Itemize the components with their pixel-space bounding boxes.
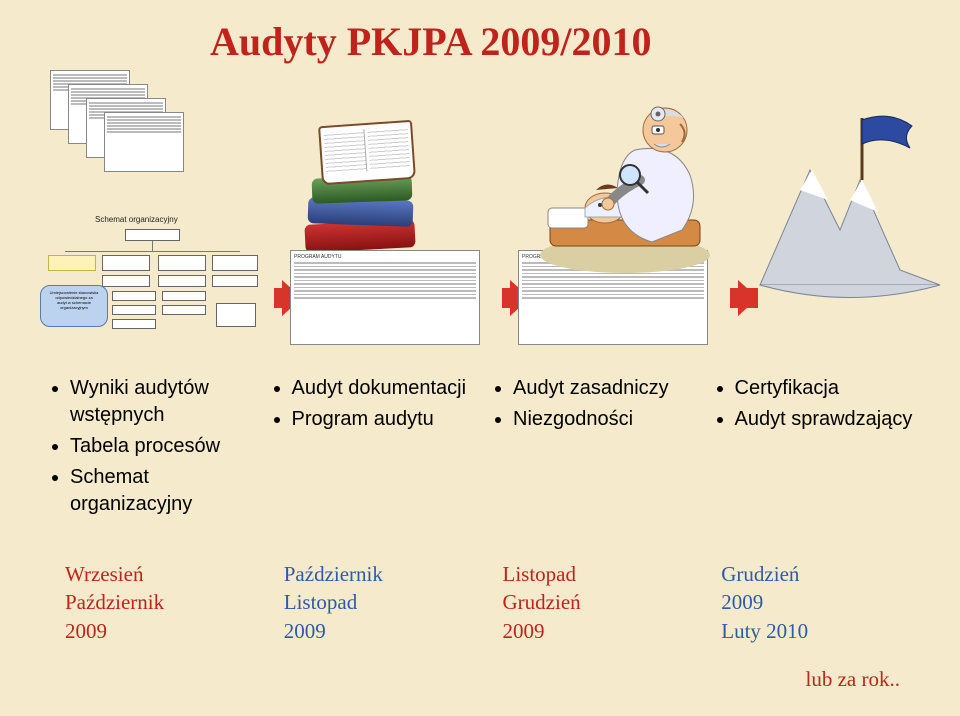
date-line: 2009 — [503, 617, 702, 645]
slide-title: Audyty PKJPA 2009/2010 — [210, 18, 652, 65]
doctor-graphic — [530, 80, 720, 280]
date-col-4: Grudzień 2009 Luty 2010 — [721, 560, 920, 645]
bullet: Tabela procesów — [70, 433, 256, 460]
bullet: Wyniki audytów wstępnych — [70, 375, 256, 429]
mini-docs-graphic — [50, 70, 200, 190]
date-line: Październik — [284, 560, 483, 588]
date-col-2: Październik Listopad 2009 — [284, 560, 483, 645]
col-4: Certyfikacja Audyt sprawdzający — [713, 375, 921, 522]
bullet: Audyt zasadniczy — [513, 375, 699, 402]
date-line: Grudzień — [503, 588, 702, 616]
illustration-row: Schemat organizacyjny Umiejscowienie sta… — [30, 80, 930, 340]
date-col-1: Wrzesień Październik 2009 — [65, 560, 264, 645]
date-line: 2009 — [721, 588, 920, 616]
date-line: Wrzesień — [65, 560, 264, 588]
mountain-flag-graphic — [750, 100, 950, 300]
books-graphic — [290, 110, 440, 260]
form-doc-heading: PROGRAM AUDYTU — [294, 254, 476, 260]
col-2: Audyt dokumentacji Program audytu — [270, 375, 478, 522]
org-chart-title: Schemat organizacyjny — [95, 215, 178, 224]
bullet: Schemat organizacyjny — [70, 464, 256, 518]
date-col-3: Listopad Grudzień 2009 — [503, 560, 702, 645]
date-line: Październik — [65, 588, 264, 616]
col-1: Wyniki audytów wstępnych Tabela procesów… — [48, 375, 256, 522]
date-line: 2009 — [65, 617, 264, 645]
date-line: 2009 — [284, 617, 483, 645]
bullet: Niezgodności — [513, 406, 699, 433]
bullet: Certyfikacja — [735, 375, 921, 402]
bullet: Audyt dokumentacji — [292, 375, 478, 402]
bullet: Program audytu — [292, 406, 478, 433]
date-line: Luty 2010 — [721, 617, 920, 645]
bullet-columns: Wyniki audytów wstępnych Tabela procesów… — [48, 375, 920, 522]
date-line: Grudzień — [721, 560, 920, 588]
date-line: Listopad — [503, 560, 702, 588]
bullet: Audyt sprawdzający — [735, 406, 921, 433]
col-3: Audyt zasadniczy Niezgodności — [491, 375, 699, 522]
date-line: Listopad — [284, 588, 483, 616]
footnote: lub za rok.. — [806, 667, 900, 692]
date-row: Wrzesień Październik 2009 Październik Li… — [65, 560, 920, 645]
org-chart-graphic: Schemat organizacyjny Umiejscowienie sta… — [40, 215, 260, 345]
